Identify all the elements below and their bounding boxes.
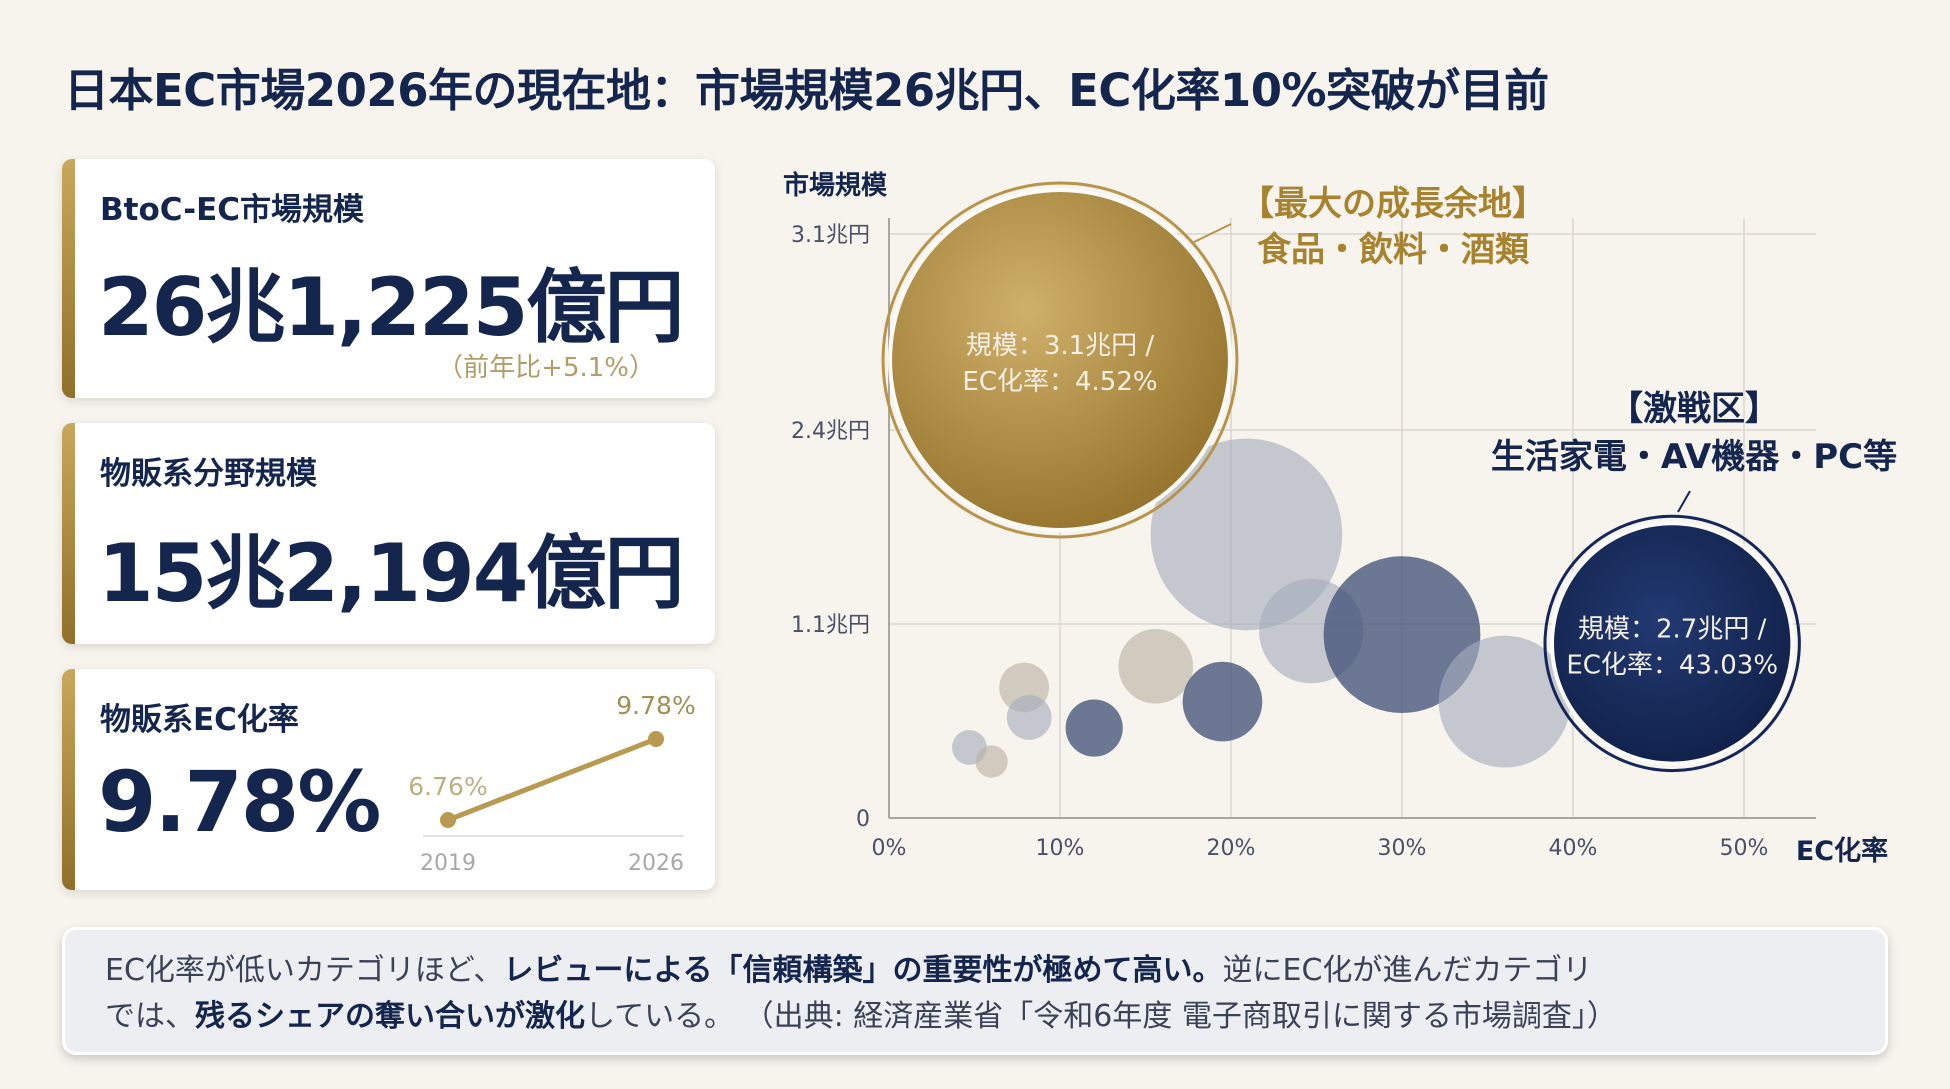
annotation-leader-line <box>1677 490 1691 513</box>
x-tick-label: 50% <box>1720 836 1769 861</box>
card-goods-market-size: 物販系分野規模 15兆2,194億円 <box>62 423 715 644</box>
x-tick-label: 40% <box>1549 836 1598 861</box>
note-emphasis: レビューによる「信頼構築」の重要性が極めて高い。 <box>503 953 1223 988</box>
annotation-competition: 【激戦区】 <box>1609 389 1779 429</box>
bubble <box>1118 629 1194 704</box>
card-value: 26兆1,225億円 <box>98 261 684 354</box>
annotation-growth: 【最大の成長余地】 <box>1240 184 1546 224</box>
mini-chart-value-label: 9.78% <box>616 691 695 720</box>
x-tick-label: 10% <box>1036 836 1085 861</box>
bubble-ring <box>881 181 1239 539</box>
y-tick-label: 3.1兆円 <box>791 223 870 248</box>
mini-chart-year: 2026 <box>628 851 684 876</box>
mini-chart-year: 2019 <box>420 851 476 876</box>
card-accent-bar <box>62 159 75 398</box>
summary-note: EC化率が低いカテゴリほど、レビューによる「信頼構築」の重要性が極めて高い。逆に… <box>62 927 1888 1055</box>
x-axis-title: EC化率 <box>1796 835 1888 867</box>
page-title: 日本EC市場2026年の現在地：市場規模26兆円、EC化率10%突破が目前 <box>64 64 1549 117</box>
y-axis-title: 市場規模 <box>783 170 888 201</box>
note-text: EC化率が低いカテゴリほど、 <box>105 953 504 988</box>
note-line-1: EC化率が低いカテゴリほど、レビューによる「信頼構築」の重要性が極めて高い。逆に… <box>105 948 1845 994</box>
note-text: では、 <box>105 999 195 1034</box>
bubble <box>975 745 1008 778</box>
card-btoc-market-size: BtoC-EC市場規模 26兆1,225億円 （前年比+5.1%） <box>62 159 715 398</box>
card-goods-ec-rate: 物販系EC化率 9.78% <box>62 669 715 890</box>
card-accent-bar <box>62 423 75 644</box>
y-tick-label: 0 <box>856 807 870 832</box>
bubble-food-beverage <box>892 192 1228 528</box>
mini-chart-line <box>447 736 657 823</box>
bubble-label: EC化率：43.03% <box>1566 650 1778 680</box>
card-label: 物販系EC化率 <box>100 702 299 738</box>
x-tick-label: 20% <box>1207 836 1256 861</box>
card-value: 9.78% <box>98 753 381 851</box>
x-tick-label: 0% <box>872 836 907 861</box>
bubble <box>1065 699 1123 757</box>
bubble-label: 規模：2.7兆円 / <box>1578 614 1767 644</box>
x-tick-label: 30% <box>1378 836 1427 861</box>
note-line-2: では、残るシェアの奪い合いが激化している。 （出典: 経済産業省「令和6年度 電… <box>105 994 1845 1040</box>
annotation-growth: 食品・飲料・酒類 <box>1257 230 1530 270</box>
annotation-competition: 生活家電・AV機器・PC等 <box>1491 437 1897 477</box>
card-label: 物販系分野規模 <box>100 456 317 492</box>
bubble-label: EC化率：4.52% <box>962 367 1157 397</box>
card-accent-bar <box>62 669 75 890</box>
card-yoy-growth: （前年比+5.1%） <box>437 353 655 383</box>
card-value: 15兆2,194億円 <box>98 527 684 620</box>
bubble <box>1006 695 1052 740</box>
mini-chart-point <box>648 731 664 747</box>
note-emphasis: 残るシェアの奪い合いが激化 <box>195 999 585 1034</box>
y-tick-label: 2.4兆円 <box>791 419 870 444</box>
card-label: BtoC-EC市場規模 <box>100 192 364 228</box>
y-tick-label: 1.1兆円 <box>791 613 870 638</box>
bubble-label: 規模：3.1兆円 / <box>966 331 1155 361</box>
bubble <box>1323 556 1481 713</box>
bubble-ring <box>1543 514 1801 773</box>
note-text: している。 （出典: 経済産業省「令和6年度 電子商取引に関する市場調査」） <box>585 999 1617 1034</box>
bubble <box>1182 661 1263 742</box>
note-text: 逆にEC化が進んだカテゴリ <box>1222 953 1593 988</box>
bubble-electronics <box>1554 525 1791 762</box>
annotation-leader-line <box>1191 223 1232 244</box>
mini-chart-point <box>440 812 456 828</box>
mini-chart-value-label: 6.76% <box>408 772 487 801</box>
bubble <box>1438 635 1571 768</box>
